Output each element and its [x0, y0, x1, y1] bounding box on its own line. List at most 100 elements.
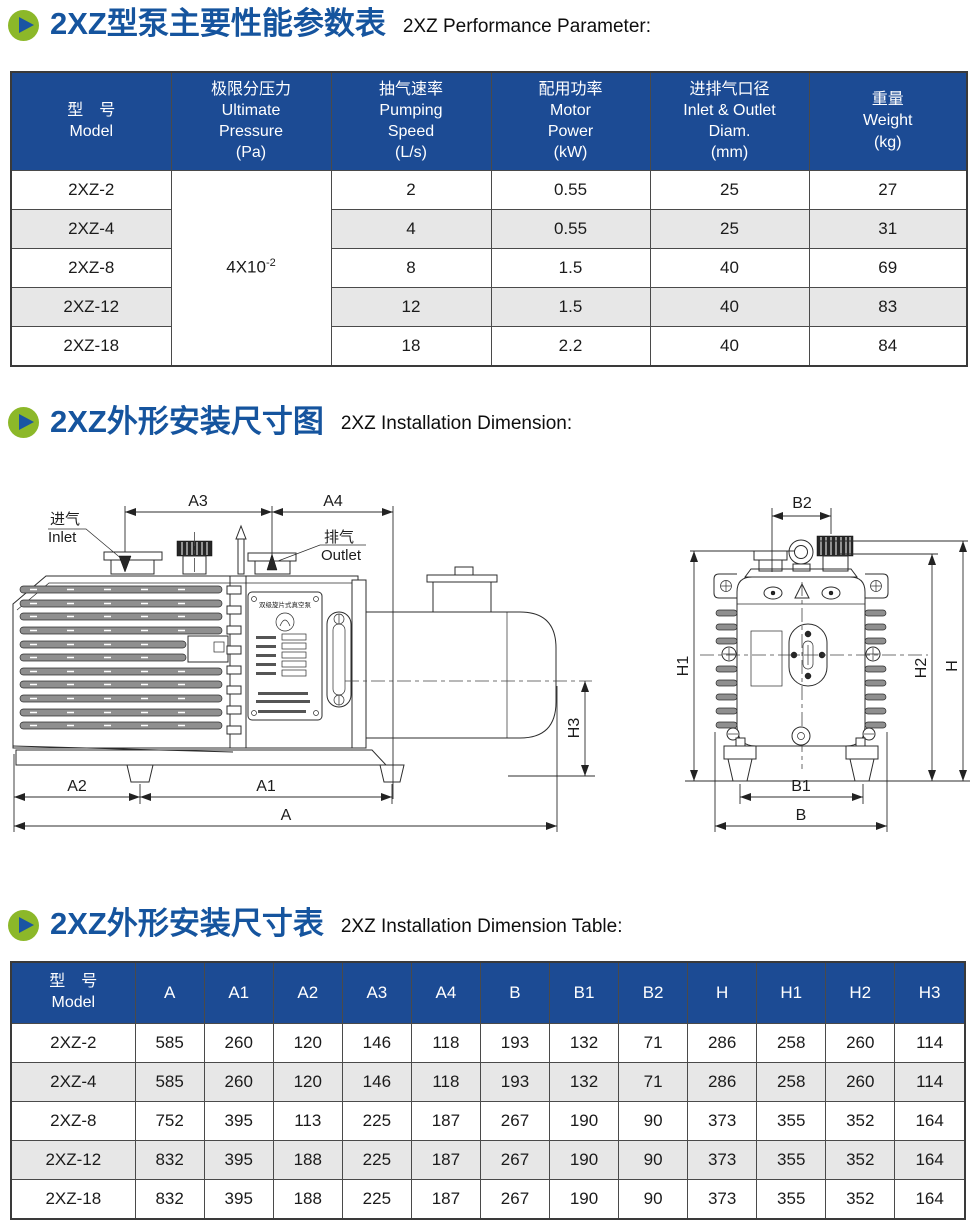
- dimension-section-title: 2XZ外形安装尺寸表 2XZ Installation Dimension Ta…: [8, 908, 976, 941]
- cell-weight: 31: [808, 208, 968, 249]
- cell: 190: [548, 1139, 620, 1180]
- cell: 120: [272, 1022, 343, 1063]
- inlet-port-end: [753, 550, 788, 572]
- cell: 395: [203, 1100, 274, 1141]
- col-header-h1: H1: [756, 961, 827, 1024]
- installation-dimension-drawing: 双级旋片式真空泵: [12, 493, 970, 833]
- cell: 225: [341, 1139, 412, 1180]
- dim-label-b1: B1: [791, 778, 811, 795]
- cell-weight: 69: [808, 247, 968, 288]
- dim-label-h1: H1: [675, 656, 692, 677]
- terminal-box-lid: [426, 574, 498, 583]
- cell: 90: [618, 1100, 689, 1141]
- outlet-label-zh: 排气: [324, 529, 354, 546]
- cell: 193: [479, 1022, 551, 1063]
- cell: 225: [341, 1178, 412, 1220]
- pump-base: [12, 745, 405, 783]
- cell: 585: [134, 1061, 205, 1102]
- section-title-en: 2XZ Performance Parameter:: [402, 15, 652, 37]
- inlet-leader-line: [48, 528, 124, 561]
- inlet-label-en: Inlet: [48, 529, 77, 546]
- mounting-ear-left: [713, 573, 737, 599]
- cell: 187: [410, 1139, 481, 1180]
- cell: 193: [479, 1061, 551, 1102]
- terminal-box: [432, 581, 492, 613]
- cell: 120: [272, 1061, 343, 1102]
- dim-label-a1: A1: [256, 778, 276, 795]
- cell: 286: [687, 1022, 758, 1063]
- col-header-speed: 抽气速率 Pumping Speed (L/s): [330, 71, 492, 171]
- cell-power: 1.5: [490, 247, 651, 288]
- table-row: 2XZ-2 585 260 120 146 118 193 132 71 286 258 260 114: [10, 1022, 966, 1063]
- cell: 752: [134, 1100, 205, 1141]
- dim-label-a: A: [281, 807, 292, 824]
- junction-box: [187, 635, 229, 663]
- nameplate: 双级旋片式真空泵: [247, 591, 323, 721]
- cell-weight: 84: [808, 325, 968, 367]
- lifting-eyebolt: [788, 539, 814, 572]
- cell: 118: [410, 1022, 481, 1063]
- col-header-a1: A1: [203, 961, 274, 1024]
- cell: 267: [479, 1178, 551, 1220]
- col-header-diam: 进排气口径 Inlet & Outlet Diam. (mm): [649, 71, 810, 171]
- cell: 832: [134, 1139, 205, 1180]
- cell: 188: [272, 1139, 343, 1180]
- section-title-zh: 2XZ外形安装尺寸表: [50, 906, 324, 942]
- cell: 118: [410, 1061, 481, 1102]
- cell-speed: 12: [330, 286, 492, 327]
- cell: 352: [825, 1139, 896, 1180]
- col-header-h2: H2: [825, 961, 896, 1024]
- col-header-a2: A2: [272, 961, 343, 1024]
- cell-model: 2XZ-12: [10, 286, 172, 327]
- cell-power: 2.2: [490, 325, 651, 367]
- cell-model: 2XZ-8: [10, 247, 172, 288]
- cell: 114: [894, 1061, 966, 1102]
- cell-diam: 25: [649, 169, 810, 210]
- dim-label-a4: A4: [323, 493, 343, 510]
- cooling-fins: [19, 585, 223, 730]
- cell-diam: 40: [649, 247, 810, 288]
- cell: 2XZ-8: [10, 1100, 136, 1141]
- col-header-a: A: [134, 961, 205, 1024]
- oil-fill-cap: [176, 532, 213, 577]
- dim-label-a2: A2: [67, 778, 87, 795]
- col-header-model: 型 号 Model: [10, 961, 136, 1024]
- inlet-label-zh: 进气: [50, 511, 80, 528]
- table-row: 2XZ-12 832 395 188 225 187 267 190 90 373 355 352 16…: [10, 1139, 966, 1180]
- section-title-zh: 2XZ型泵主要性能参数表: [50, 6, 386, 41]
- cell: 260: [203, 1022, 274, 1063]
- cell: 90: [618, 1139, 689, 1180]
- inlet-port: [103, 551, 163, 575]
- section-title-en: 2XZ Installation Dimension Table:: [340, 915, 623, 937]
- motor-flange: [351, 579, 367, 749]
- cell-model: 2XZ-4: [10, 208, 172, 249]
- warning-triangle-icon: [794, 582, 810, 599]
- nameplate-title: 双级旋片式真空泵: [259, 600, 312, 609]
- col-header-a4: A4: [410, 961, 481, 1024]
- cell: 2XZ-2: [10, 1022, 136, 1063]
- cell: 164: [894, 1178, 966, 1220]
- cell: 113: [272, 1100, 343, 1141]
- cell: 132: [548, 1061, 620, 1102]
- dim-label-h3: H3: [566, 718, 583, 739]
- section-title-en: 2XZ Installation Dimension:: [340, 413, 573, 435]
- side-view-drawing: 双级旋片式真空泵: [12, 493, 595, 833]
- cell: 190: [548, 1100, 620, 1141]
- cell: 352: [825, 1178, 896, 1220]
- cell: 2XZ-4: [10, 1061, 136, 1102]
- cell: 164: [894, 1139, 966, 1180]
- cell: 190: [548, 1178, 620, 1220]
- cell: 373: [687, 1178, 758, 1220]
- cell: 260: [203, 1061, 274, 1102]
- cell: 146: [341, 1061, 412, 1102]
- cell: 352: [825, 1100, 896, 1141]
- end-view-drawing: B2 H1 H2 H B1 B: [675, 495, 970, 833]
- dim-label-h: H: [944, 660, 961, 672]
- table-row: 2XZ-8 8 1.5 40 69: [10, 247, 968, 288]
- outlet-label-en: Outlet: [321, 547, 362, 564]
- brand-logo-icon: [275, 612, 295, 632]
- cell: 832: [134, 1178, 205, 1220]
- cell-weight: 27: [808, 169, 968, 210]
- performance-section-title: 2XZ型泵主要性能参数表 2XZ Performance Parameter:: [8, 6, 976, 41]
- cell-power: 0.55: [490, 169, 651, 210]
